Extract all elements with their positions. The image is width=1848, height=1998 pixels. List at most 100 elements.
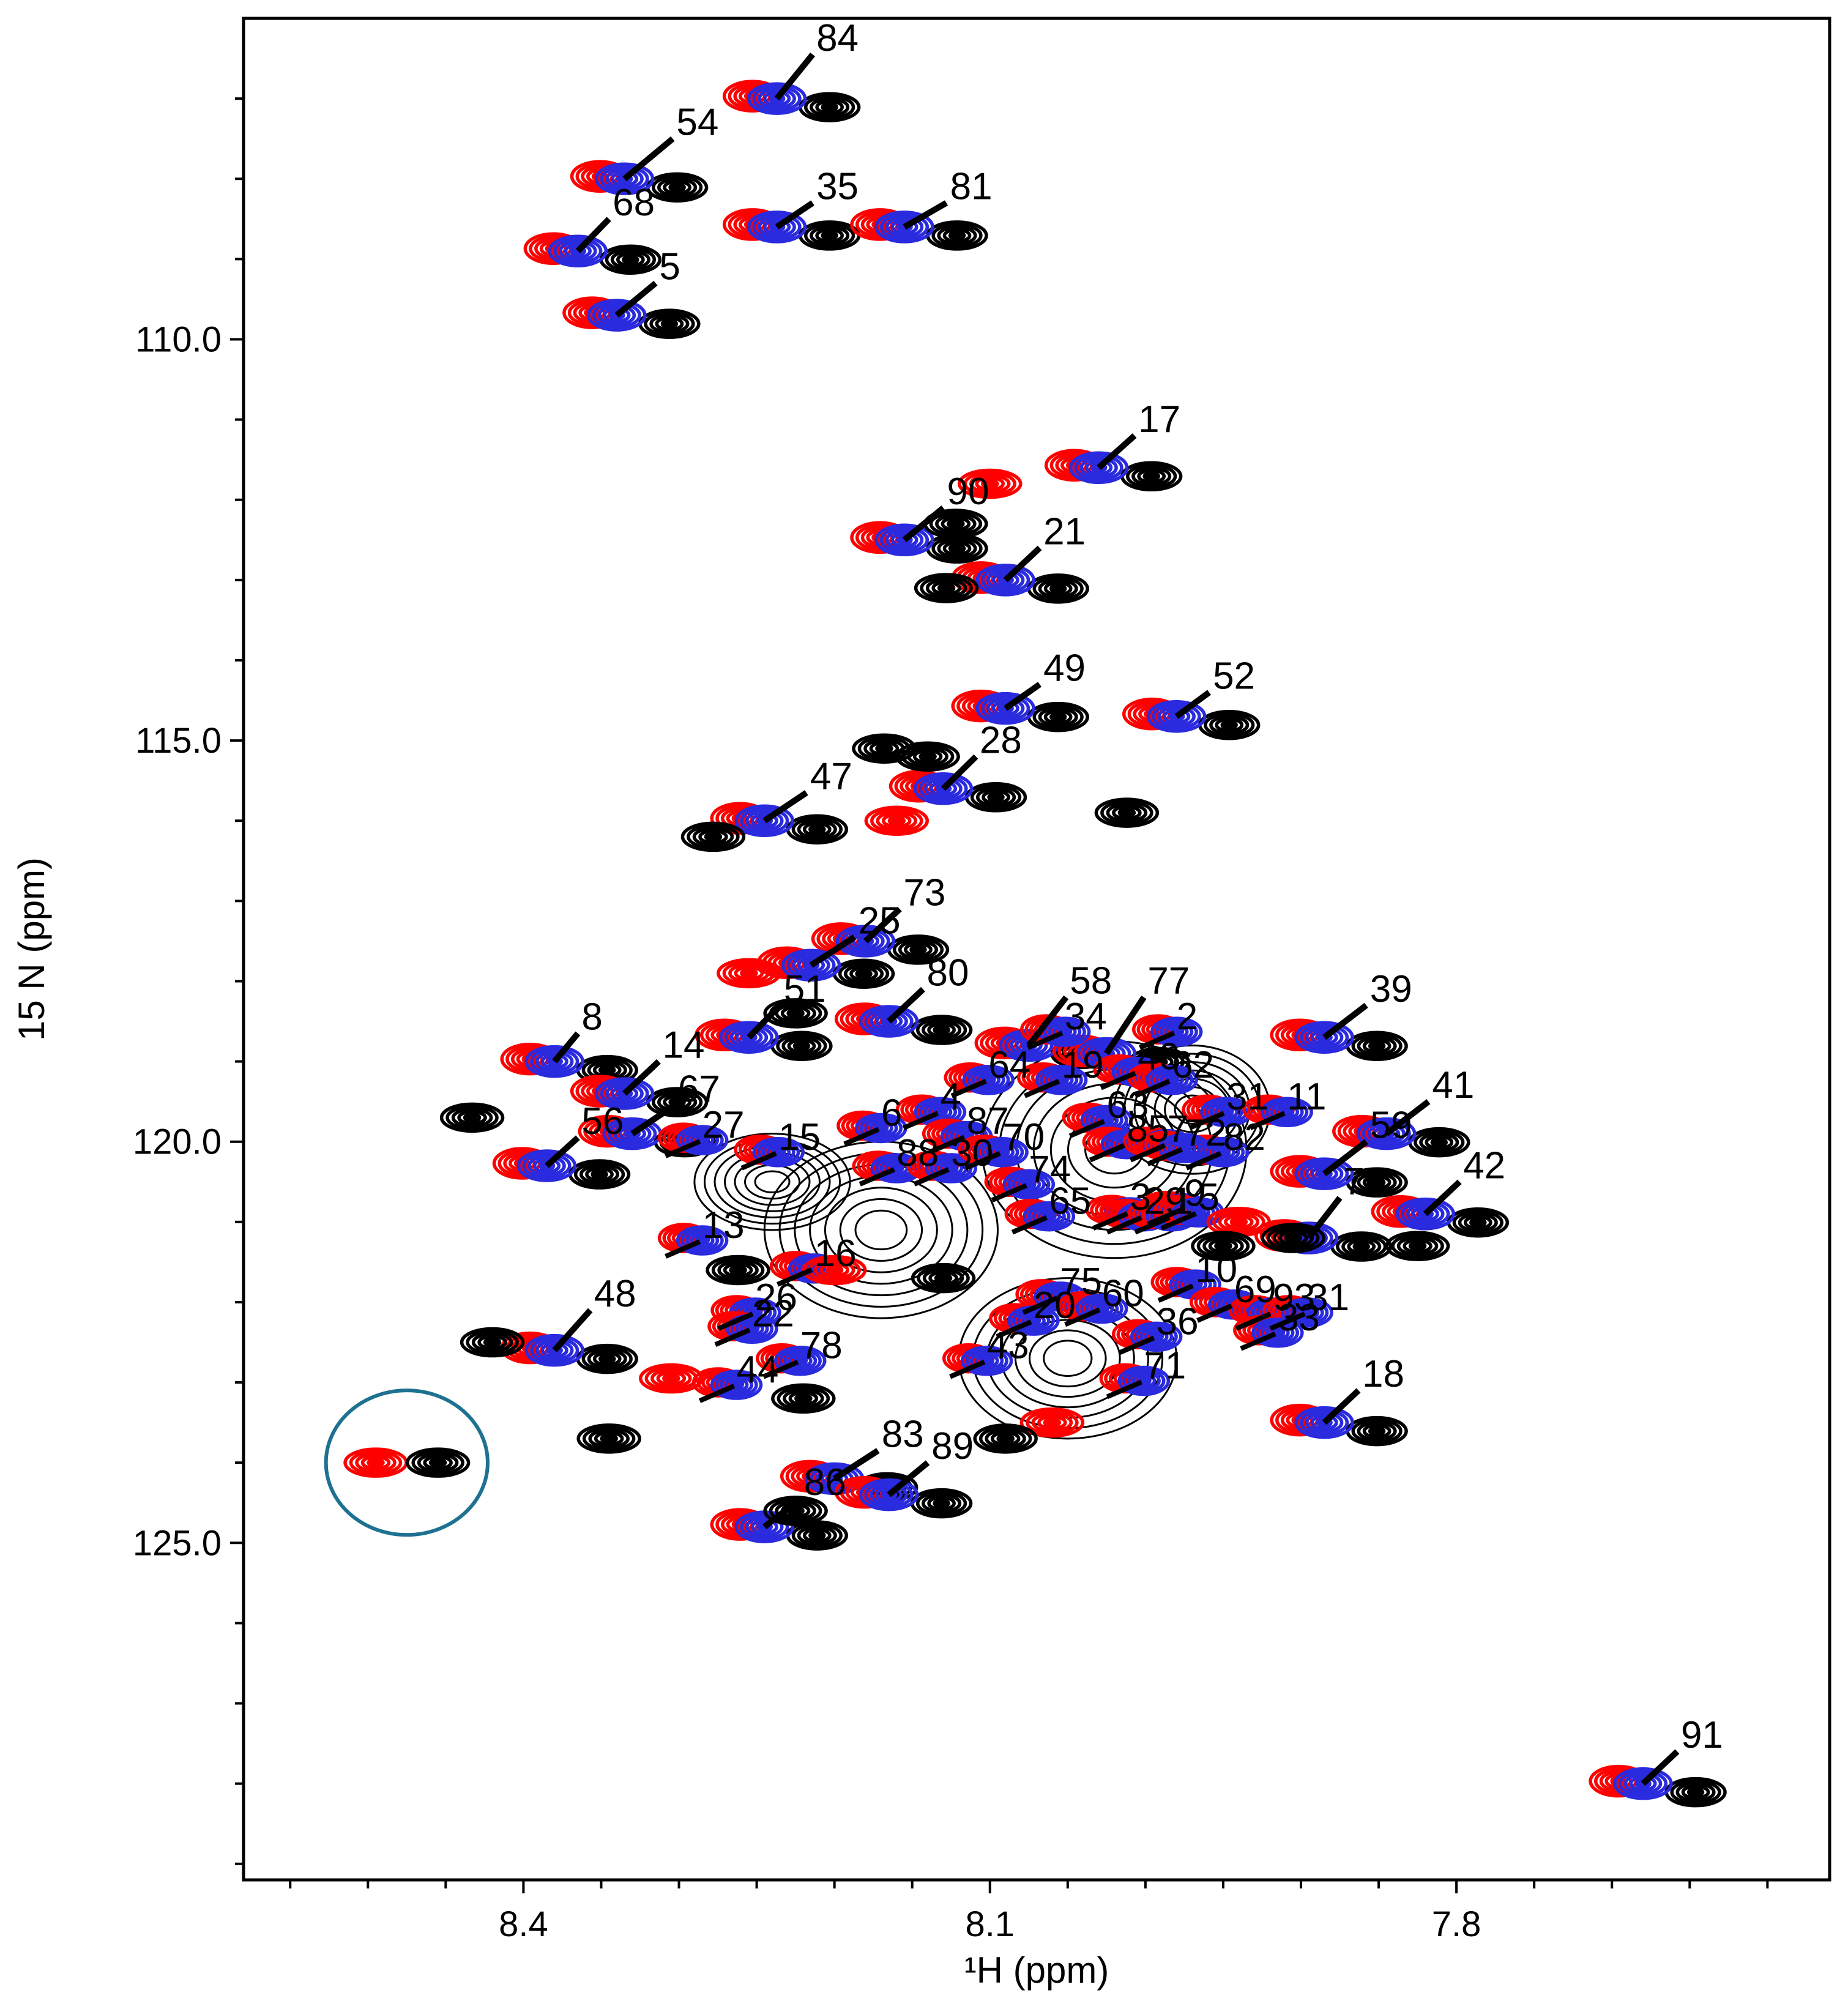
x-tick-label: 8.1 [965, 1904, 1015, 1944]
peak-label: 89 [931, 1425, 974, 1467]
unlabeled-peak-black [895, 741, 960, 772]
y-tick-label: 115.0 [135, 721, 222, 761]
leader-line [698, 1384, 736, 1403]
peak-black-5 [638, 308, 701, 339]
unlabeled-peak-black [914, 573, 979, 603]
leader-line [740, 1151, 777, 1171]
peak-blue-84 [747, 82, 807, 115]
peak-label: 75 [1060, 1261, 1102, 1303]
leader-line [1026, 995, 1069, 1048]
leader-line [1129, 1143, 1166, 1163]
peak-black-59 [1346, 1167, 1408, 1198]
peak-label: 62 [1172, 1044, 1214, 1086]
leader-line [1119, 1335, 1155, 1355]
peak-label: 60 [1102, 1272, 1144, 1314]
peak-blue-crowded-64 [962, 1065, 1015, 1095]
peak-blue-crowded-44 [710, 1370, 763, 1400]
leader-line [832, 1448, 880, 1482]
peak-label: 31 [1226, 1076, 1269, 1118]
leader-line [762, 1496, 802, 1530]
leader-line [1134, 1079, 1171, 1098]
leader-line [1134, 1215, 1171, 1235]
x-tick-label: 7.8 [1432, 1904, 1481, 1944]
peak-blue-crowded-20 [1007, 1305, 1060, 1336]
peak-black-39 [1346, 1031, 1408, 1061]
peak-black-47 [786, 814, 849, 844]
leader-line [622, 1059, 661, 1096]
leader-line [1089, 1143, 1125, 1163]
leader-line [1106, 1379, 1142, 1400]
peak-blue-25 [781, 949, 841, 982]
peak-black-91 [1664, 1776, 1727, 1808]
leader-line [1235, 1311, 1272, 1331]
leader-line [1160, 1211, 1197, 1231]
leader-line [1322, 1388, 1361, 1425]
peak-label: 70 [1002, 1116, 1045, 1158]
peak-label: 22 [752, 1292, 794, 1335]
peak-blue-35 [747, 211, 807, 244]
peak-black-56 [568, 1159, 631, 1190]
leader-line-layer [545, 52, 1680, 1786]
leader-line [1322, 1002, 1368, 1040]
leader-line [552, 1031, 581, 1064]
leader-line [1322, 1139, 1368, 1177]
peak-label: 80 [926, 952, 969, 994]
unlabeled-peak-red [343, 1447, 408, 1478]
peak-label: 51 [784, 968, 826, 1010]
peak-label: 42 [1463, 1144, 1505, 1187]
leader-line [1146, 1147, 1183, 1166]
peak-black-28 [964, 782, 1027, 813]
leader-line [1240, 1332, 1276, 1351]
leader-line [1106, 1215, 1142, 1235]
peak-label: 7 [1167, 1108, 1188, 1150]
peak-label: 68 [613, 182, 655, 224]
peak-black-49 [1027, 701, 1089, 732]
peak-blue-crowded-62 [1146, 1065, 1198, 1095]
peak-blue-crowded-36 [1130, 1321, 1183, 1352]
unlabeled-peak-red [958, 468, 1023, 499]
peak-label: 54 [676, 102, 718, 144]
peak-blue-crowded-60 [1075, 1293, 1128, 1324]
peak-black-18 [1346, 1415, 1408, 1447]
peak-black-52 [1198, 710, 1261, 740]
axes-layer: 8.4 8.1 7.8 110.0 115.0 120.0 125.0 [133, 17, 1831, 1944]
peak-black-14 [646, 1087, 709, 1117]
leader-line [991, 1183, 1027, 1202]
peak-label: 81 [950, 166, 993, 208]
peak-blue-crowded-13 [676, 1225, 729, 1256]
leader-line [1423, 1179, 1462, 1217]
peak-label: 85 [1127, 1108, 1169, 1150]
peak-label: 3 [1130, 1176, 1150, 1218]
peak-label: 33 [1278, 1297, 1320, 1339]
leader-line [887, 1460, 930, 1497]
peak-label: 49 [1043, 647, 1086, 689]
peak-label: 8 [581, 996, 602, 1038]
peak-blue-crowded-15 [752, 1137, 805, 1168]
peak-label: 9 [1184, 1172, 1205, 1215]
peak-blue-42 [1395, 1197, 1456, 1231]
peak-black-90 [926, 533, 988, 564]
peak-blue-crowded-65 [1023, 1201, 1076, 1232]
peak-blue-crowded-19 [1035, 1065, 1088, 1095]
peak-label: 83 [882, 1414, 924, 1456]
x-tick-label: 8.4 [499, 1904, 548, 1944]
peak-black-68 [599, 244, 662, 275]
peak-blue-48 [524, 1333, 584, 1367]
peak-label: 5 [1198, 1176, 1219, 1218]
leader-line [552, 1308, 593, 1352]
peak-black-73 [887, 934, 950, 965]
leader-line [1185, 1151, 1222, 1171]
peak-label: 65 [1049, 1180, 1091, 1223]
annotation-layer [324, 1389, 490, 1537]
peak-label: 20 [1034, 1284, 1076, 1327]
unlabeled-peak-red [1019, 1407, 1085, 1438]
peak-black-42 [1447, 1207, 1510, 1238]
leader-line [859, 1167, 895, 1187]
leader-line [665, 1139, 701, 1158]
peak-label: 31 [1307, 1277, 1349, 1319]
peak-label: 43 [987, 1325, 1029, 1367]
peak-label: 1 [1172, 1180, 1193, 1223]
peak-label: 84 [816, 17, 859, 59]
peak-label: 91 [1681, 1714, 1723, 1756]
peak-blue-crowded-11 [1261, 1097, 1313, 1127]
